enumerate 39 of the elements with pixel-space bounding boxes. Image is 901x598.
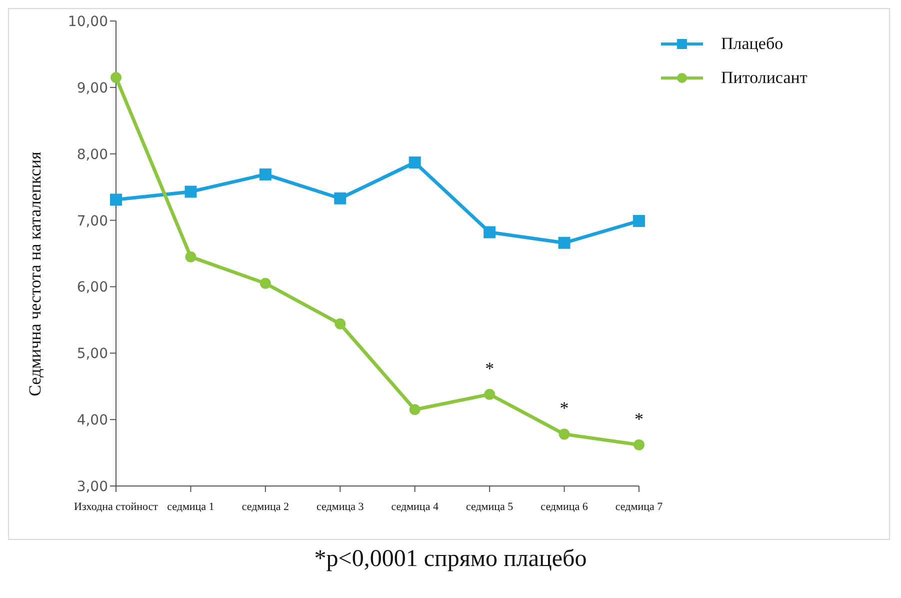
y-tick-label: 6,00 [76,280,108,296]
point [110,72,122,83]
x-tick-label: седмица 1 [167,501,214,513]
x-tick-label: седмица 4 [391,501,439,513]
point [260,278,271,289]
point [634,439,644,450]
annotation: * [485,358,494,378]
x-tick-label: седмица 3 [316,501,364,513]
point [409,404,420,416]
point [633,214,645,227]
x-tick-label: седмица 6 [540,501,588,513]
point [334,318,346,330]
y-axis-title: Седмична честота на каталепксия [25,152,45,396]
y-tick-label: 5,00 [76,346,108,362]
y-tick-label: 3,00 [76,478,108,495]
x-tick-label: седмица 2 [242,501,290,513]
y-tick-label: 9,00 [76,80,108,96]
annotation: * [560,398,569,418]
x-tick-label: Изходна стойност [74,501,158,513]
point [558,236,570,249]
point [484,226,496,238]
point [408,156,421,168]
point [184,186,197,198]
text: *p<0,0001 спрямо плацебо [313,546,588,573]
point [110,194,122,206]
annotation: * [634,408,644,429]
point [259,168,272,180]
y-tick-label: 4,00 [76,412,108,429]
point [334,192,346,204]
y-tick-label: 10,00 [68,14,108,30]
point [484,388,496,400]
y-tick-label: 7,00 [76,213,108,230]
point [185,251,196,262]
legend-label: Плацебо [721,34,784,54]
legend-label: Питолисант [721,68,808,88]
point [558,428,570,440]
x-tick-label: седмица 5 [466,501,514,513]
x-tick-label: седмица 7 [615,501,664,513]
y-tick-label: 8,00 [76,146,108,163]
